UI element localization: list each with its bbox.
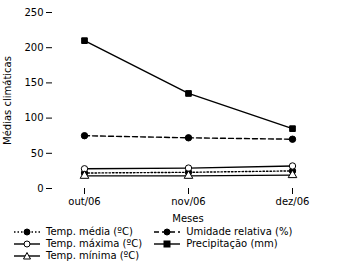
- svg-text:Meses: Meses: [172, 213, 203, 224]
- html-text:Temp. mínima (ºC): Temp. mínima (ºC): [46, 250, 140, 261]
- html-text:Temp. máxima (ºC): Temp. máxima (ºC): [46, 238, 143, 249]
- svg-text:0: 0: [37, 183, 43, 194]
- svg-text:Médias climáticas: Médias climáticas: [2, 56, 13, 145]
- svg-text:out/06: out/06: [68, 196, 100, 207]
- svg-text:200: 200: [24, 42, 43, 53]
- html-text:Temp. média (ºC): Temp. média (ºC): [46, 226, 133, 237]
- svg-text:250: 250: [24, 7, 43, 18]
- svg-text:150: 150: [24, 77, 43, 88]
- html-text:Umidade relativa (%): Umidade relativa (%): [186, 226, 293, 237]
- svg-text:50: 50: [31, 148, 44, 159]
- svg-text:dez/06: dez/06: [276, 196, 310, 207]
- html-text:Precipitação (mm): Precipitação (mm): [186, 238, 278, 249]
- svg-text:nov/06: nov/06: [171, 196, 205, 207]
- svg-text:100: 100: [24, 112, 43, 123]
